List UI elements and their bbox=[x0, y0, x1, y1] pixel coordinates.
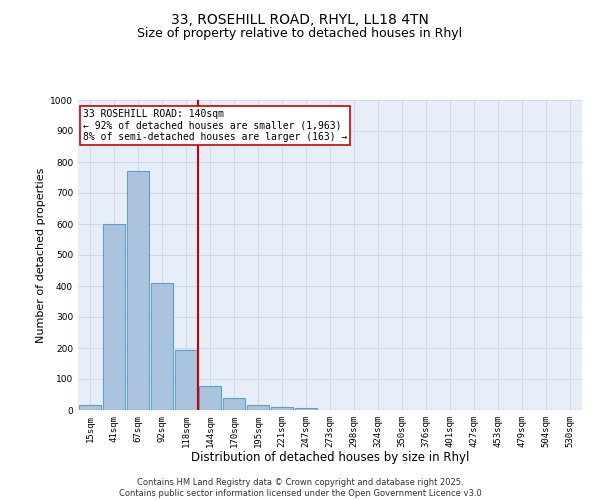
Bar bbox=[151, 283, 173, 410]
Text: Size of property relative to detached houses in Rhyl: Size of property relative to detached ho… bbox=[137, 28, 463, 40]
Y-axis label: Number of detached properties: Number of detached properties bbox=[36, 168, 46, 342]
Bar bbox=[199, 386, 221, 410]
Bar bbox=[271, 407, 293, 410]
Text: Contains HM Land Registry data © Crown copyright and database right 2025.
Contai: Contains HM Land Registry data © Crown c… bbox=[119, 478, 481, 498]
Bar bbox=[79, 406, 101, 410]
Bar bbox=[127, 172, 149, 410]
Bar bbox=[247, 406, 269, 410]
Bar bbox=[223, 398, 245, 410]
Text: 33, ROSEHILL ROAD, RHYL, LL18 4TN: 33, ROSEHILL ROAD, RHYL, LL18 4TN bbox=[171, 12, 429, 26]
Bar bbox=[175, 350, 197, 410]
X-axis label: Distribution of detached houses by size in Rhyl: Distribution of detached houses by size … bbox=[191, 452, 469, 464]
Bar bbox=[295, 408, 317, 410]
Bar bbox=[103, 224, 125, 410]
Text: 33 ROSEHILL ROAD: 140sqm
← 92% of detached houses are smaller (1,963)
8% of semi: 33 ROSEHILL ROAD: 140sqm ← 92% of detach… bbox=[83, 110, 347, 142]
